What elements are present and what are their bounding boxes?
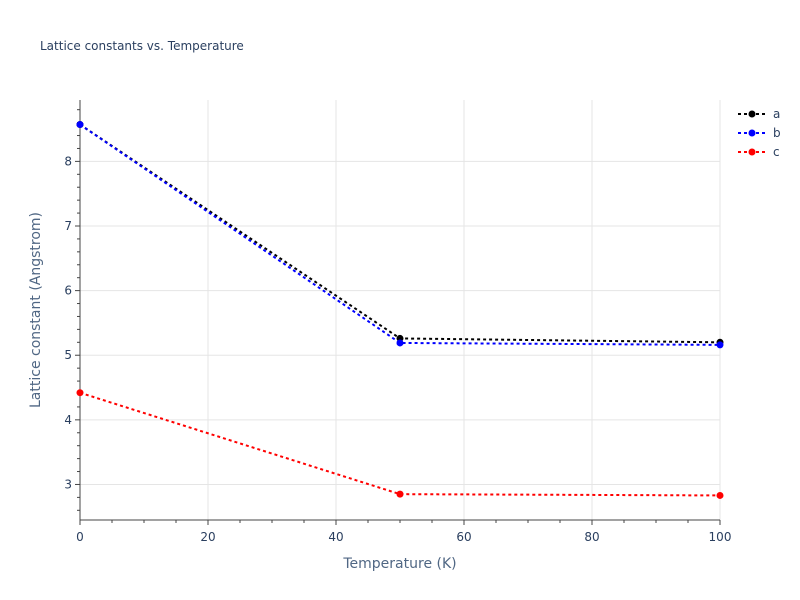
grid (80, 100, 721, 520)
data-point-b[interactable] (76, 121, 84, 129)
x-tick-label: 80 (584, 530, 599, 544)
x-tick-label: 100 (709, 530, 732, 544)
y-tick-label: 6 (64, 284, 72, 298)
legend[interactable]: abc (738, 107, 781, 159)
legend-label-a: a (773, 107, 780, 121)
y-axis-title: Lattice constant (Angstrom) (28, 212, 44, 408)
y-tick-label: 5 (64, 348, 72, 362)
legend-item-b[interactable]: b (738, 126, 781, 140)
legend-label-b: b (773, 126, 781, 140)
data-point-b[interactable] (716, 341, 724, 349)
data-point-c[interactable] (76, 389, 84, 397)
legend-marker-c (748, 148, 756, 156)
legend-marker-a (748, 110, 756, 118)
x-axis-title: Temperature (K) (342, 556, 456, 572)
legend-item-a[interactable]: a (738, 107, 780, 121)
x-tick-label: 0 (76, 530, 84, 544)
legend-marker-b (748, 129, 756, 137)
series-line-b (79, 123, 721, 346)
y-tick-label: 3 (64, 477, 72, 491)
series-line-c (79, 391, 721, 497)
series-line-a (79, 123, 721, 344)
data-point-b[interactable] (396, 339, 404, 347)
chart-title: Lattice constants vs. Temperature (40, 39, 244, 53)
y-tick-label: 7 (64, 219, 72, 233)
x-tick-label: 20 (200, 530, 215, 544)
series-layer (76, 121, 724, 499)
data-point-c[interactable] (716, 491, 724, 499)
axes: 0 20 40 60 80 100 3 4 5 6 7 8 (64, 100, 731, 544)
x-tick-label: 40 (328, 530, 343, 544)
legend-item-c[interactable]: c (738, 145, 780, 159)
data-point-c[interactable] (396, 490, 404, 498)
y-tick-label: 8 (64, 154, 72, 168)
y-tick-label: 4 (64, 413, 72, 427)
x-tick-label: 60 (456, 530, 471, 544)
legend-label-c: c (773, 145, 780, 159)
